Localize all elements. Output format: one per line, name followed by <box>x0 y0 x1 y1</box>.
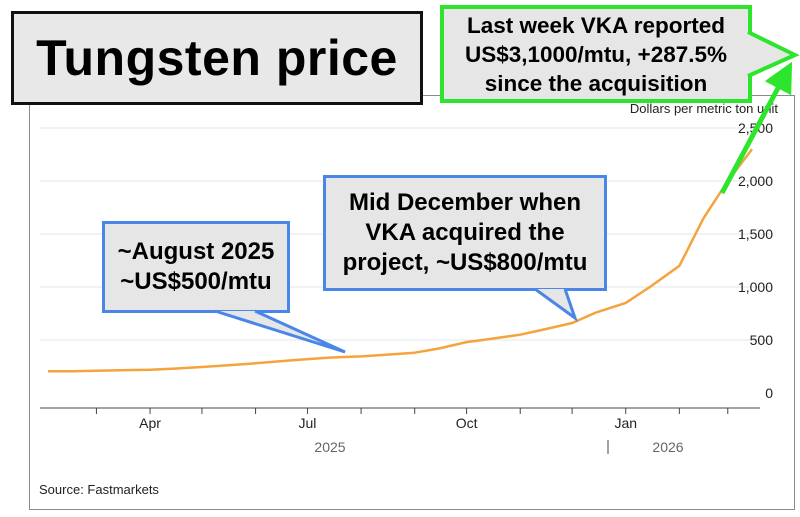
callout-december-line-2: VKA acquired the <box>365 219 565 246</box>
source-label: Source: Fastmarkets <box>39 482 159 497</box>
unit-label: Dollars per metric ton unit <box>629 101 778 116</box>
callout-august: ~August 2025 ~US$500/mtu <box>102 221 290 313</box>
title-box: Tungsten price <box>11 11 423 105</box>
x-tick-label-apr: Apr <box>139 415 161 431</box>
y-tick-label-0: 0 <box>765 385 773 401</box>
y-tick-label-2000: 2,000 <box>738 173 773 189</box>
callout-last-week: Last week VKA reported US$3,1000/mtu, +2… <box>440 5 752 103</box>
y-tick-label-500: 500 <box>750 332 774 348</box>
x-tick-label-jan: Jan <box>614 415 637 431</box>
callout-december-line-1: Mid December when <box>348 189 582 216</box>
price-line <box>48 148 753 373</box>
y-tick-label-1000: 1,000 <box>738 279 773 295</box>
callout-august-line-1: ~August 2025 <box>117 238 275 265</box>
x-tick-label-oct: Oct <box>456 415 478 431</box>
year-label-2026: 2026 <box>652 439 683 455</box>
page-title: Tungsten price <box>36 30 398 86</box>
y-tick-label-1500: 1,500 <box>738 226 773 242</box>
callout-august-line-2: ~US$500/mtu <box>120 268 272 295</box>
callout-last-week-line-1: Last week VKA reported <box>466 12 725 38</box>
callout-december: Mid December when VKA acquired the proje… <box>323 175 607 291</box>
callout-december-line-3: project, ~US$800/mtu <box>342 249 588 276</box>
callout-last-week-line-3: since the acquisition <box>484 70 708 96</box>
year-label-2025: 2025 <box>314 439 345 455</box>
callout-last-week-line-2: US$3,1000/mtu, +287.5% <box>464 41 728 67</box>
x-tick-label-jul: Jul <box>299 415 317 431</box>
y-tick-label-2500: 2,500 <box>738 120 773 136</box>
